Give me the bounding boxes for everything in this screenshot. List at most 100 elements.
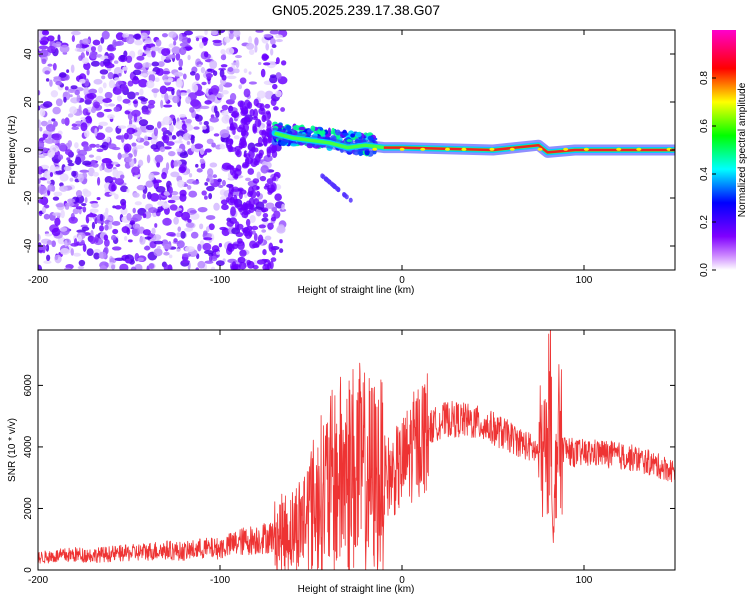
heatmap-speckle [95,132,106,141]
heatmap-speckle [199,42,204,49]
heatmap-speckle [59,227,68,232]
heatmap-speckle [132,223,141,230]
heatmap-speckle [91,221,96,230]
heatmap-speckle [187,219,192,223]
heatmap-speckle [46,35,55,42]
heatmap-speckle [279,248,284,253]
heatmap-speckle [156,121,162,129]
heatmap-speckle [162,146,172,150]
heatmap-speckle [64,204,70,210]
heatmap-speckle [126,127,136,135]
heatmap-speckle [260,68,266,78]
heatmap-speckle [173,40,177,46]
heatmap-speckle [201,190,207,196]
heatmap-speckle [90,107,96,114]
heatmap-speckle [234,173,239,180]
heatmap-speckle [104,63,115,69]
heatmap-y-tick-label: -20 [23,190,34,205]
snr-x-tick-label: 0 [399,575,405,586]
heatmap-speckle [117,152,122,160]
heatmap-y-tick-label: 40 [23,48,34,60]
heatmap-speckle [38,45,49,50]
heatmap-speckle [257,61,262,66]
heatmap-speckle [140,73,148,77]
heatmap-speckle [168,186,173,194]
heatmap-speckle [143,246,151,251]
heatmap-speckle [126,213,132,221]
heatmap-speckle [227,144,233,153]
heatmap-speckle [107,114,115,120]
heatmap-speckle [153,240,164,245]
colorbar: 0.0 0.2 0.4 0.6 0.8 Normalized spectral ampl… [699,30,748,277]
heatmap-speckle [142,193,146,200]
heatmap-speckle [63,165,72,172]
heatmap-speckle [132,228,138,234]
heatmap-speckle [151,88,160,94]
heatmap-speckle [59,72,67,78]
heatmap-speckle [255,190,261,197]
heatmap-speckle [270,38,276,46]
heatmap-speckle [168,43,175,48]
heatmap-speckle [199,147,205,155]
heatmap-speckle [184,227,194,232]
heatmap-speckle [234,145,243,151]
snr-y-tick-label: 4000 [23,435,34,458]
heatmap-speckle [103,108,112,112]
heatmap-speckle [132,207,136,214]
heatmap-speckle [173,238,178,243]
heatmap-speckle [133,33,142,40]
heatmap-speckle [171,135,177,140]
heatmap-speckle [195,163,199,168]
heatmap-speckle [54,217,61,226]
heatmap-speckle [238,207,243,212]
heatmap-speckle [244,230,252,240]
heatmap-ridge-bead [509,147,515,151]
heatmap-speckle [175,79,183,88]
heatmap-speckle [210,84,220,94]
heatmap-speckle [71,35,75,42]
heatmap-speckle [85,115,92,124]
heatmap-speckle [253,232,258,242]
heatmap-ridge-bead [537,147,543,151]
heatmap-speckle [112,39,117,48]
heatmap-speckle [38,178,41,185]
heatmap-speckle [75,197,80,203]
heatmap-speckle [167,151,176,157]
heatmap-speckle [264,103,271,109]
heatmap-speckle [98,251,107,259]
heatmap-speckle [101,158,112,164]
heatmap-speckle [42,101,53,108]
heatmap-speckle [367,135,374,141]
heatmap-speckle [173,160,179,167]
heatmap-speckle [41,30,50,36]
heatmap-speckle [259,175,267,182]
heatmap-speckle [163,58,172,63]
heatmap-speckle [41,58,47,65]
heatmap-speckle [163,251,170,256]
heatmap-speckle [179,113,187,118]
heatmap-speckle [140,32,149,40]
snr-frame [37,329,676,571]
heatmap-speckle [64,117,70,126]
heatmap-speckle [94,104,100,109]
heatmap-speckle [101,75,106,80]
heatmap-speckle [178,66,183,71]
heatmap-speckle [211,245,220,253]
colorbar-tick-label: 0.6 [699,119,710,133]
heatmap-speckle [175,121,184,130]
heatmap-speckle [269,30,280,35]
heatmap-speckle [49,164,56,173]
heatmap-speckle [256,102,263,109]
heatmap-speckle [170,54,176,59]
heatmap-speckle [114,193,119,200]
heatmap-speckle [210,30,219,36]
heatmap-speckle [193,126,200,130]
heatmap-speckle [203,120,209,126]
heatmap-speckle [110,264,116,270]
heatmap-speckle [248,81,258,85]
heatmap-speckle [154,77,160,83]
heatmap-speckle [159,146,166,153]
heatmap-speckle [327,127,331,135]
heatmap-speckle [142,62,152,68]
heatmap-speckle [184,128,188,134]
